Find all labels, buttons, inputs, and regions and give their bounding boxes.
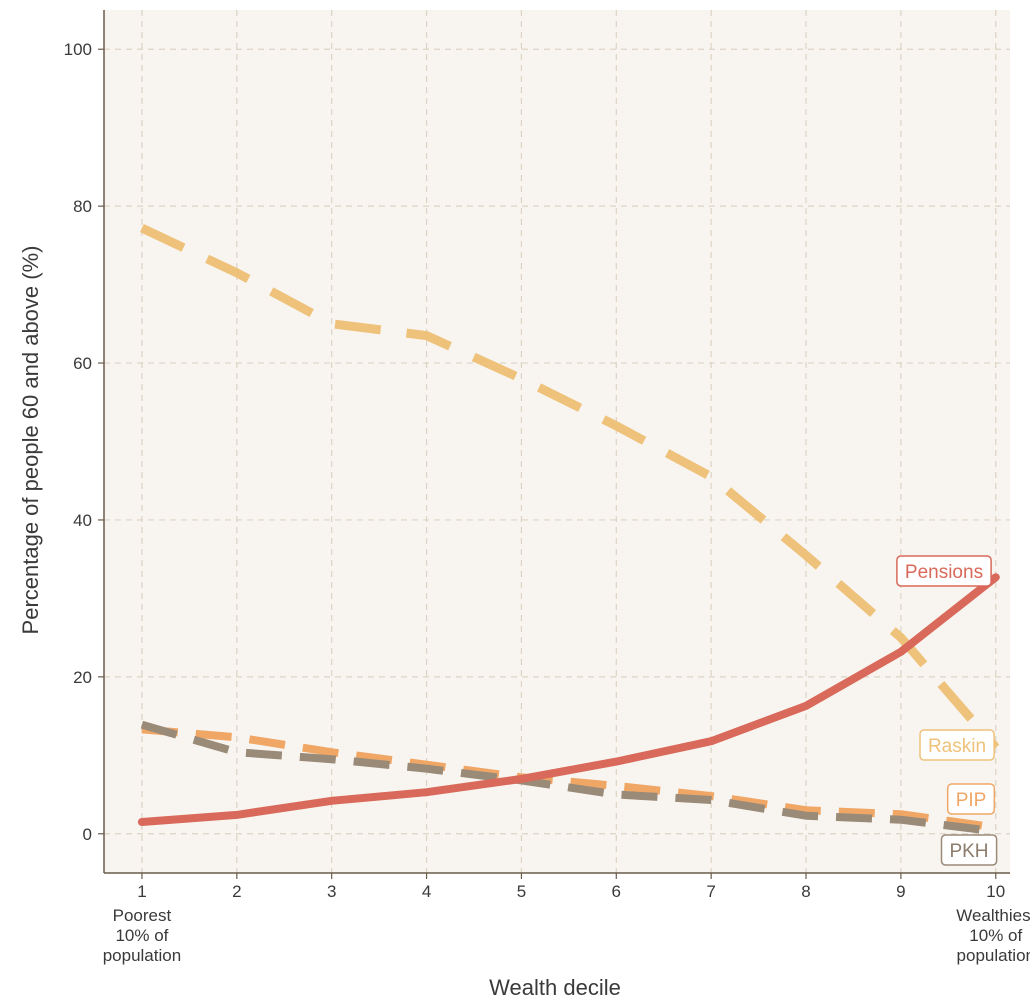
x-tick-label: 2 [232, 882, 241, 901]
x-tick-label: 10 [986, 882, 1005, 901]
y-tick-label: 20 [73, 668, 92, 687]
x-tick-label: 8 [801, 882, 810, 901]
x-tick-label: 6 [612, 882, 621, 901]
y-tick-label: 60 [73, 354, 92, 373]
y-tick-label: 0 [83, 825, 92, 844]
x-annotation: Wealthiest 10% of population [956, 906, 1030, 965]
x-tick-label: 5 [517, 882, 526, 901]
x-annotation: Poorest 10% of population [103, 906, 181, 965]
series-label-text: Raskin [928, 736, 986, 757]
series-label-text: Pensions [905, 562, 983, 583]
y-tick-label: 100 [64, 40, 92, 59]
x-axis-title: Wealth decile [489, 975, 621, 998]
series-labels: Pensions Raskin PIP PKH [896, 555, 998, 866]
series-line-raskin [139, 224, 1000, 751]
y-ticks: 0 20 40 60 80 100 [64, 40, 104, 844]
series-label-pip: PIP [946, 783, 996, 815]
x-tick-label: 3 [327, 882, 336, 901]
series-label-text: PKH [949, 841, 988, 862]
x-tick-label: 4 [422, 882, 431, 901]
y-tick-label: 40 [73, 511, 92, 530]
x-ticks: 1 2 3 4 5 6 7 8 9 10 [137, 873, 1005, 901]
series-line-pip [141, 725, 997, 832]
series-label-text: PIP [956, 790, 987, 811]
series-label-box [896, 555, 992, 587]
gridlines [104, 10, 1010, 873]
y-axis-title: Percentage of people 60 and above (%) [18, 246, 43, 635]
series-label-raskin: Raskin [919, 729, 995, 761]
series-label-box [940, 834, 998, 866]
series-label-box [919, 729, 995, 761]
x-tick-label: 1 [137, 882, 146, 901]
plot-background [104, 10, 1010, 873]
x-annotations: Poorest 10% of population Wealthiest 10% of p… [103, 906, 1030, 965]
series-label-pensions: Pensions [896, 555, 992, 587]
series-line-pensions [137, 573, 1000, 826]
axes [103, 10, 1010, 874]
x-tick-label: 9 [896, 882, 905, 901]
series-lines [137, 224, 1000, 836]
series-label-box [946, 783, 996, 815]
y-tick-label: 80 [73, 197, 92, 216]
series-label-pkh: PKH [940, 834, 998, 866]
x-tick-label: 7 [706, 882, 715, 901]
series-line-pkh [140, 720, 997, 836]
